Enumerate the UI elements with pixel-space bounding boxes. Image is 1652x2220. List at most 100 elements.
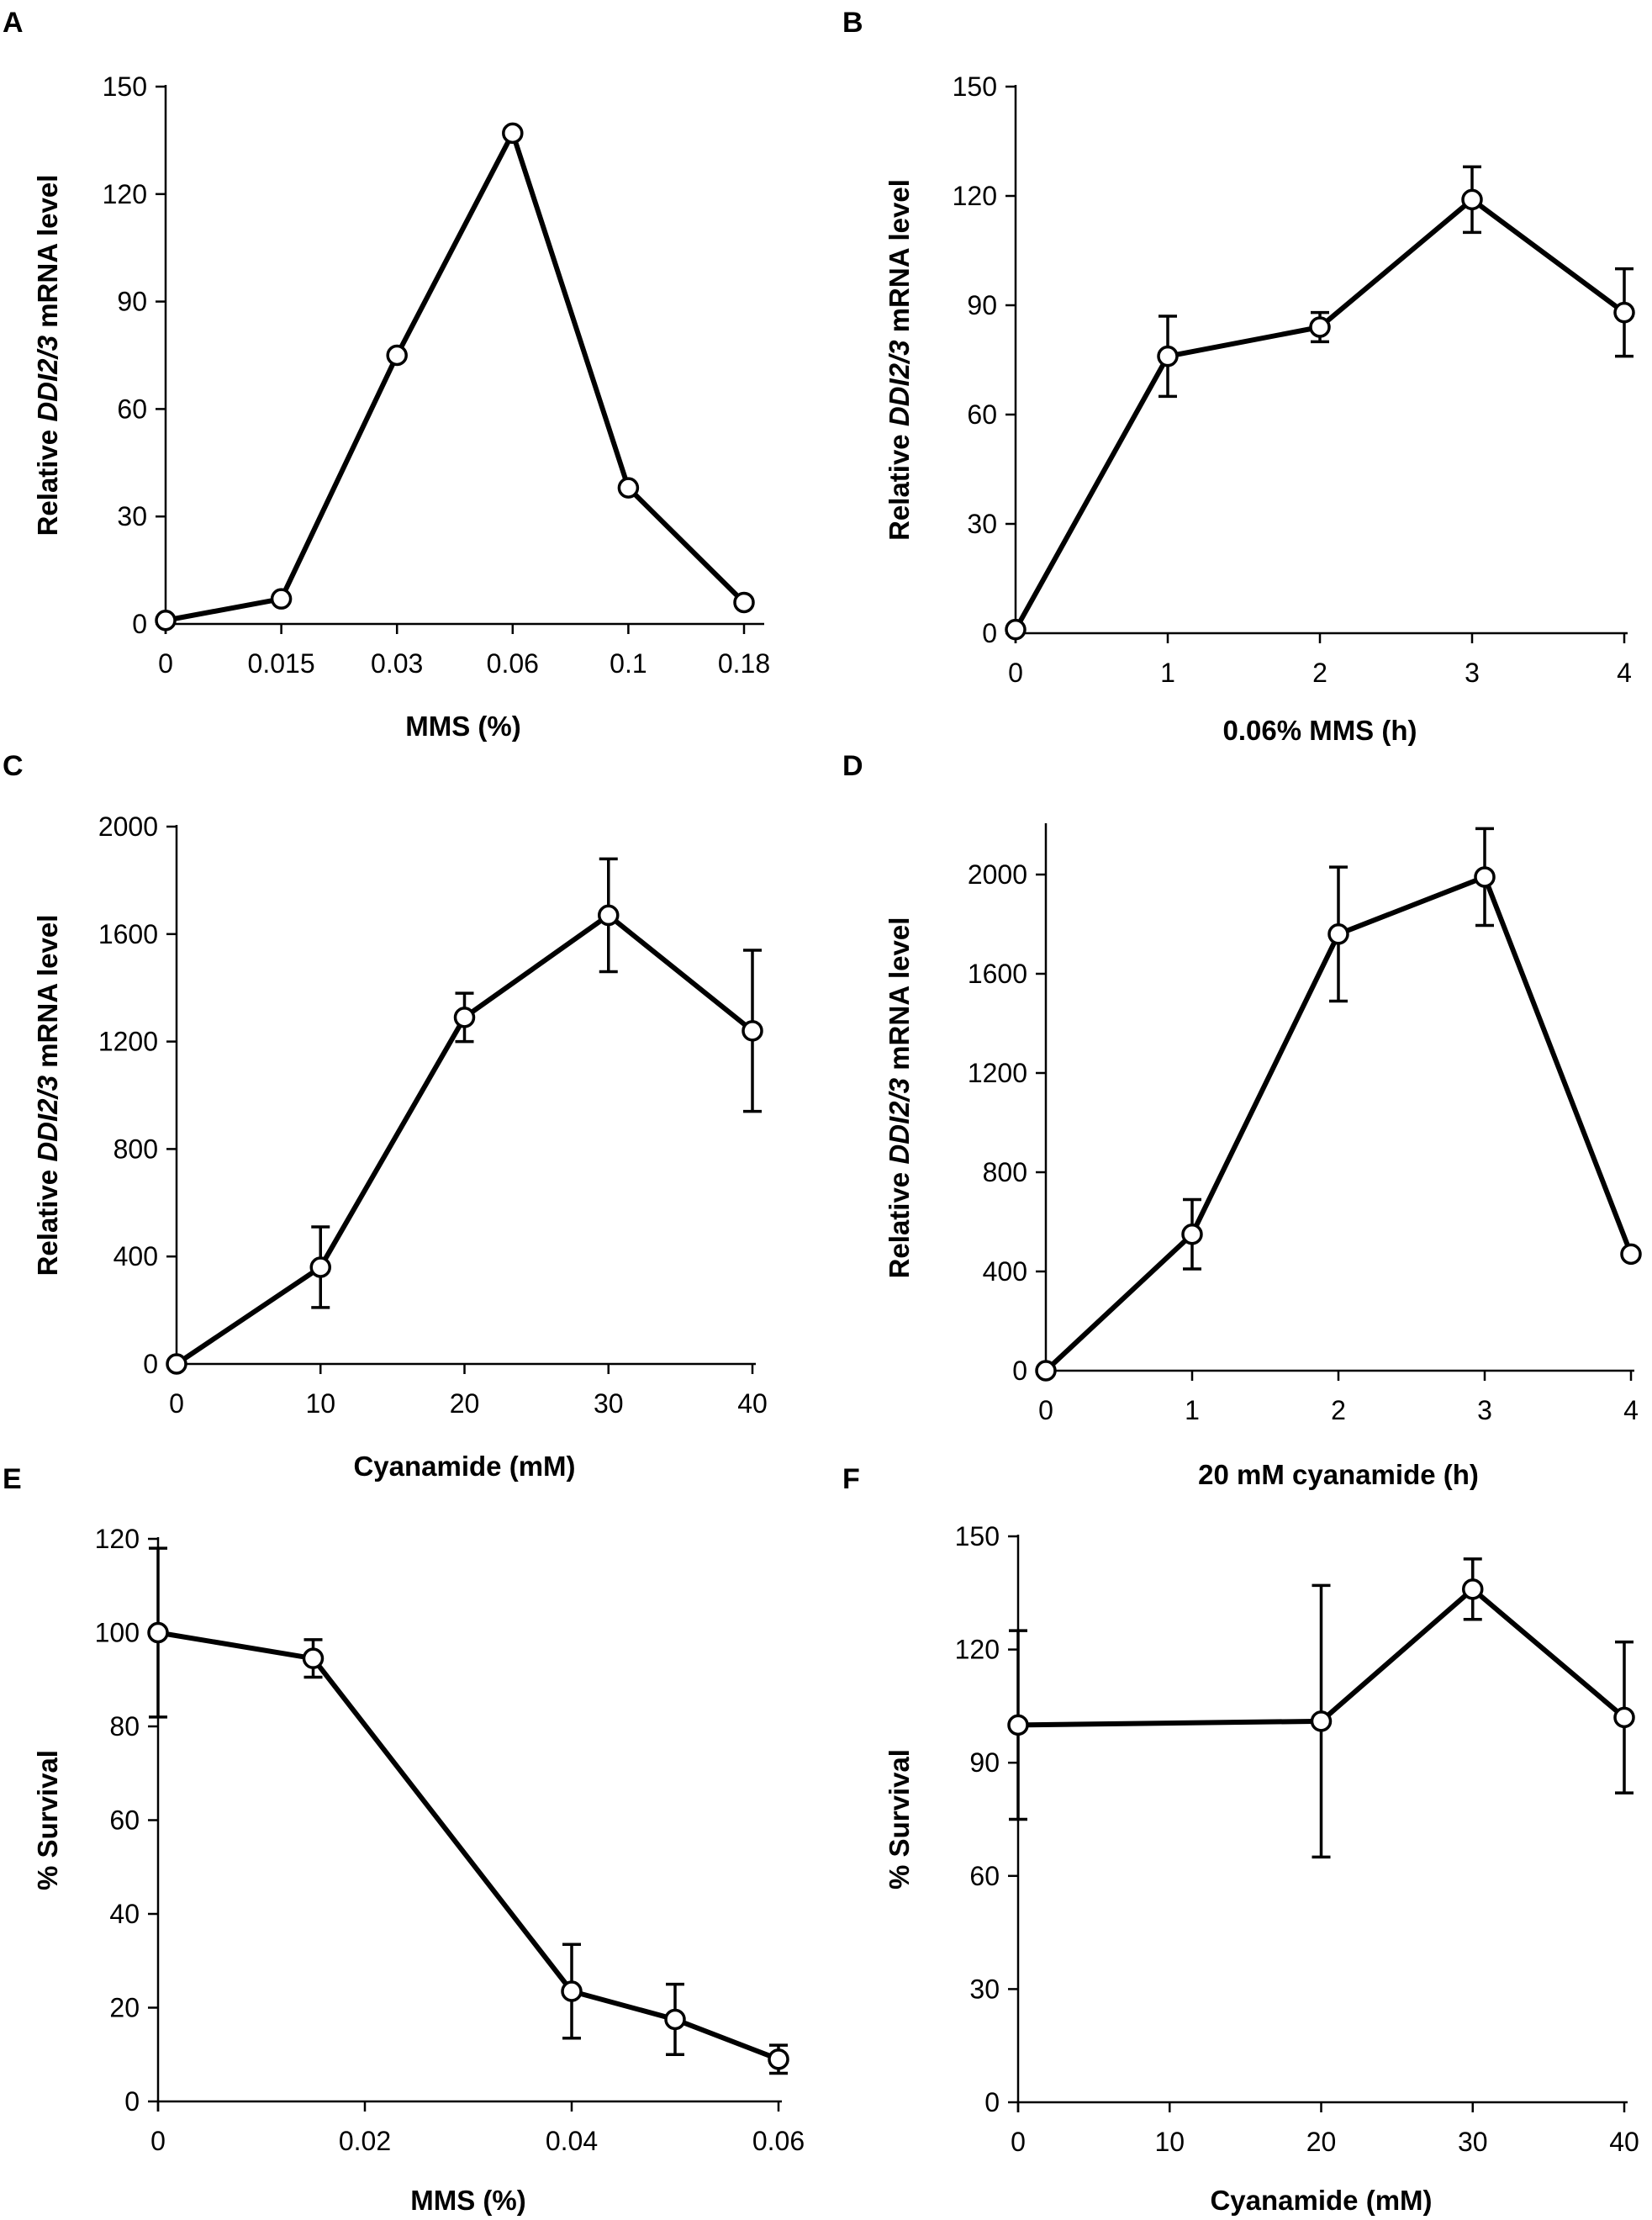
x-tick-label: 4 bbox=[1617, 658, 1632, 688]
x-tick-label: 0 bbox=[1011, 2127, 1026, 2157]
x-tick-label: 0 bbox=[150, 2126, 166, 2156]
chart-panel-f: F 0 30 60 90 120 150 0 10 20 30 40 Cyanamide (mM) % S… bbox=[842, 1463, 1639, 2216]
x-tick-label: 0.04 bbox=[546, 2126, 598, 2156]
data-point bbox=[270, 588, 293, 610]
y-tick-label: 90 bbox=[117, 287, 147, 317]
data-point bbox=[147, 1621, 169, 1644]
x-tick-label: 10 bbox=[305, 1388, 335, 1419]
y-axis-title-gene: DDI2/3 bbox=[32, 1076, 63, 1162]
y-tick-label: 60 bbox=[967, 399, 997, 430]
y-axis-title-suffix: mRNA level bbox=[884, 917, 915, 1078]
y-tick-label: 150 bbox=[103, 71, 147, 102]
panel-letter: D bbox=[842, 750, 863, 782]
chart-panel-d: D 0 400 800 1200 1600 2000 0 1 2 3 4 20 mM cyanamide… bbox=[842, 750, 1642, 1490]
x-tick-label: 0.015 bbox=[248, 648, 315, 679]
data-point bbox=[309, 1256, 331, 1278]
data-point bbox=[1620, 1243, 1642, 1266]
data-point bbox=[302, 1647, 325, 1669]
data-point bbox=[1613, 1706, 1635, 1729]
series-line bbox=[157, 1630, 780, 2062]
data-point bbox=[1005, 618, 1027, 641]
y-axis-title: % Survival bbox=[32, 1750, 63, 1890]
data-point bbox=[1462, 1578, 1484, 1600]
data-point bbox=[1157, 345, 1179, 367]
data-point bbox=[561, 1980, 583, 2002]
y-tick-label: 30 bbox=[969, 1974, 1000, 2004]
x-tick-label: 40 bbox=[1609, 2127, 1639, 2157]
y-axis-title: Relative DDI2/3 mRNA level bbox=[32, 175, 63, 536]
x-tick-label: 20 bbox=[1306, 2127, 1337, 2157]
data-point bbox=[742, 1020, 763, 1042]
y-axis-title-prefix: Relative bbox=[32, 1162, 63, 1276]
data-point bbox=[155, 609, 177, 632]
x-tick-label: 0.02 bbox=[339, 2126, 391, 2156]
y-tick-label: 60 bbox=[117, 394, 147, 424]
x-axis-title: 0.06% MMS (h) bbox=[1222, 715, 1417, 746]
data-point bbox=[1035, 1360, 1057, 1382]
data-point bbox=[664, 2008, 686, 2031]
y-tick-label: 120 bbox=[95, 1524, 140, 1554]
y-tick-label: 2000 bbox=[98, 811, 158, 842]
data-point bbox=[1309, 316, 1331, 338]
x-axis-title: MMS (%) bbox=[405, 711, 520, 742]
y-axis-title-suffix: mRNA level bbox=[884, 179, 915, 340]
y-tick-label: 120 bbox=[953, 181, 997, 211]
chart-panel-e: E 0 20 40 60 80 100 120 0 0.02 0.04 0.06 MMS (%) % Su… bbox=[3, 1463, 805, 2216]
y-axis-title-gene: DDI2/3 bbox=[32, 336, 63, 422]
y-axis-title: Relative DDI2/3 mRNA level bbox=[32, 915, 63, 1276]
data-point bbox=[453, 1007, 476, 1028]
y-tick-label: 0 bbox=[984, 2087, 1000, 2117]
y-tick-label: 20 bbox=[109, 1993, 140, 2023]
y-tick-label: 0 bbox=[124, 2086, 140, 2117]
y-tick-label: 30 bbox=[117, 501, 147, 531]
y-tick-label: 1200 bbox=[968, 1058, 1027, 1088]
x-tick-label: 0 bbox=[1038, 1395, 1053, 1425]
x-tick-label: 3 bbox=[1465, 658, 1480, 688]
chart-panel-b: B 0 30 60 90 120 150 0 1 2 3 4 0.06% MMS (h) Relative… bbox=[842, 7, 1635, 746]
data-point bbox=[1613, 301, 1635, 324]
y-axis-title-suffix: mRNA level bbox=[32, 915, 63, 1076]
series-line bbox=[1013, 197, 1626, 632]
series-line bbox=[165, 130, 747, 623]
x-axis-title: Cyanamide (mM) bbox=[353, 1451, 575, 1482]
x-tick-label: 30 bbox=[594, 1388, 624, 1419]
x-tick-label: 0.06 bbox=[752, 2126, 805, 2156]
y-tick-label: 1200 bbox=[98, 1027, 158, 1057]
y-tick-label: 60 bbox=[109, 1805, 140, 1836]
y-axis-title-prefix: Relative bbox=[884, 1165, 915, 1279]
y-axis-title-gene: DDI2/3 bbox=[884, 1078, 915, 1165]
data-point bbox=[617, 477, 640, 499]
x-axis-title: MMS (%) bbox=[410, 2185, 525, 2216]
data-point bbox=[598, 904, 620, 927]
y-tick-label: 800 bbox=[113, 1134, 158, 1164]
y-tick-label: 0 bbox=[982, 618, 997, 648]
y-tick-label: 80 bbox=[109, 1711, 140, 1742]
x-tick-label: 0 bbox=[158, 648, 173, 679]
x-tick-label: 30 bbox=[1458, 2127, 1488, 2157]
y-tick-label: 400 bbox=[113, 1241, 158, 1271]
y-axis-title-text: % Survival bbox=[884, 1749, 915, 1890]
data-point bbox=[1007, 1714, 1029, 1736]
x-tick-label: 0.06 bbox=[487, 648, 539, 679]
y-axis-title: % Survival bbox=[884, 1749, 915, 1890]
x-tick-label: 10 bbox=[1154, 2127, 1185, 2157]
x-tick-label: 0 bbox=[169, 1388, 184, 1419]
data-point bbox=[1181, 1224, 1203, 1245]
panel-letter: E bbox=[3, 1463, 22, 1495]
y-tick-label: 2000 bbox=[968, 859, 1027, 890]
data-point bbox=[386, 344, 408, 367]
y-tick-label: 0 bbox=[143, 1349, 158, 1379]
y-tick-label: 90 bbox=[969, 1747, 1000, 1778]
y-tick-label: 100 bbox=[95, 1618, 140, 1648]
y-axis-title-gene: DDI2/3 bbox=[884, 340, 915, 426]
y-tick-label: 400 bbox=[983, 1256, 1027, 1287]
y-tick-label: 40 bbox=[109, 1899, 140, 1929]
y-tick-label: 800 bbox=[983, 1157, 1027, 1187]
y-axis-title: Relative DDI2/3 mRNA level bbox=[884, 179, 915, 541]
y-axis-title-prefix: Relative bbox=[32, 422, 63, 536]
y-tick-label: 0 bbox=[1012, 1356, 1027, 1386]
y-tick-label: 0 bbox=[132, 609, 147, 639]
data-point bbox=[1310, 1710, 1333, 1732]
y-axis-title: Relative DDI2/3 mRNA level bbox=[884, 917, 915, 1279]
series-line bbox=[175, 912, 754, 1366]
